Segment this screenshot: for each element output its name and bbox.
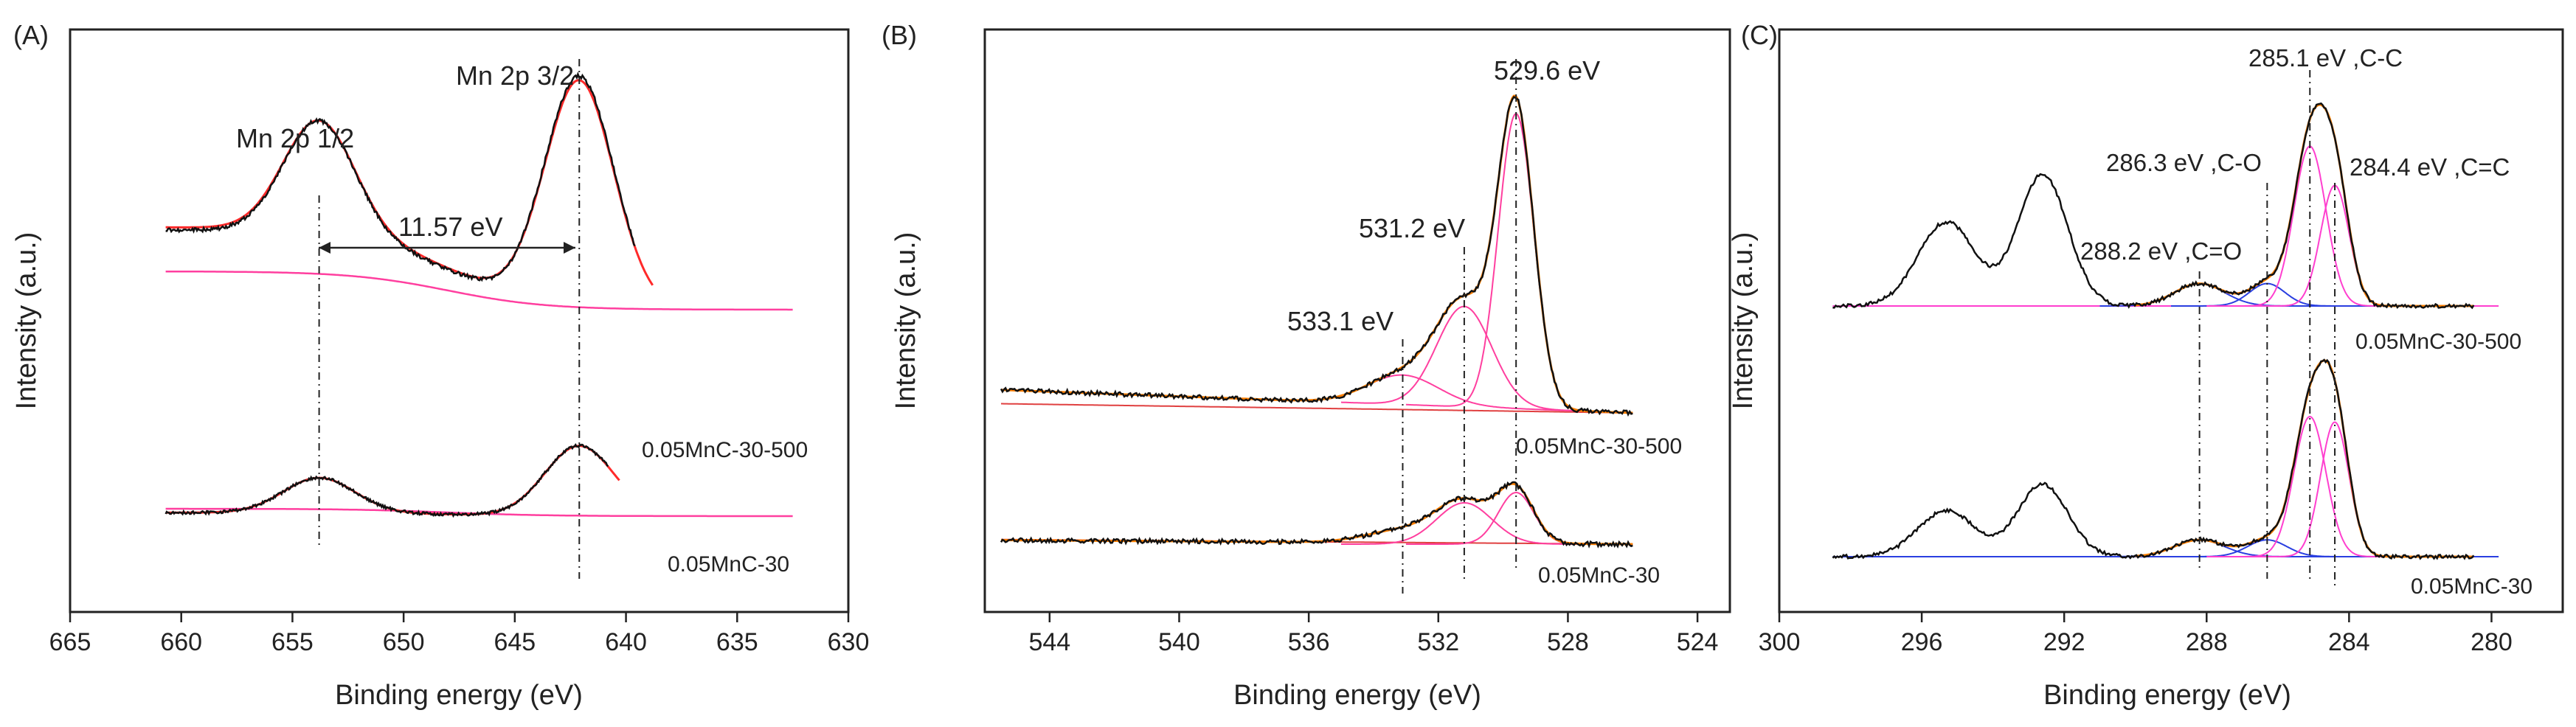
panel-c-curves [1832,102,2499,560]
panel-b-label: (B) [882,20,917,50]
panel-a-peak-lines [318,59,581,579]
background-curve [1001,403,1633,414]
x-tick-label: 544 [1028,628,1070,656]
panel-c-peak-label: 284.4 eV ,C=C [2350,153,2510,181]
panel-a-arrowhead-left [319,242,330,254]
panel-c-label: (C) [1741,20,1778,50]
raw-spectrum [1000,95,1633,417]
x-tick-label: 528 [1547,628,1589,656]
fit-curve [165,445,620,516]
x-tick-label: 665 [49,628,91,656]
panel-b-curves [1000,94,1633,549]
panel-b: (B) 544 540 536 532 528 524 Binding energy (e… [882,20,1731,711]
fit-curve [2135,103,2474,307]
panel-a-delta-annotation: 11.57 eV [319,212,575,254]
x-tick-label: 645 [494,628,536,656]
panel-c-plot-frame [1778,28,2564,613]
panel-b-peak-lines [1402,59,1517,594]
panel-a-delta-label: 11.57 eV [398,212,502,242]
component-curve [2171,282,2385,307]
x-tick-label: 630 [828,628,870,656]
component-curve [2206,415,2420,557]
panel-c-xlabel: Binding energy (eV) [2043,680,2291,711]
panel-a-peak-label: Mn 2p 1/2 [236,123,354,153]
panel-c-peak-label: 286.3 eV ,C-O [2106,149,2262,176]
x-tick-label: 650 [383,628,425,656]
panel-a-ylabel: Intensity (a.u.) [11,232,42,410]
panel-c-peak-lines [2198,70,2336,586]
panel-a-plot-frame [69,28,850,613]
x-tick-label: 280 [2471,628,2513,656]
raw-spectrum [1832,358,2475,560]
raw-spectrum [1832,102,2475,310]
component-curve [2242,421,2438,557]
panel-b-peak-label: 531.2 eV [1359,213,1465,243]
panel-c-x-ticks: 300 296 292 288 284 280 [1759,612,2513,656]
panel-a-curves [165,71,793,518]
panel-c-peak-label: 288.2 eV ,C=O [2080,237,2242,265]
x-tick-label: 296 [1901,628,1943,656]
panel-b-sample-label: 0.05MnC-30 [1538,563,1660,588]
raw-spectrum [1000,481,1633,549]
panel-a-sample-label: 0.05MnC-30-500 [642,438,808,462]
x-tick-label: 288 [2186,628,2228,656]
panel-b-plot-frame [983,28,1731,613]
x-tick-label: 292 [2043,628,2085,656]
x-tick-label: 655 [271,628,314,656]
panel-b-xlabel: Binding energy (eV) [1233,680,1481,711]
panel-a-arrowhead-right [564,242,575,254]
panel-a-x-ticks: 665 660 655 650 645 640 635 630 [49,612,870,656]
x-tick-label: 536 [1288,628,1330,656]
x-tick-label: 640 [605,628,647,656]
panel-a-label: (A) [13,20,49,50]
panel-b-peak-label: 529.6 eV [1494,55,1600,86]
panel-c-sample-label: 0.05MnC-30 [2411,574,2532,599]
panel-a-xlabel: Binding energy (eV) [335,680,583,711]
panel-b-peak-label: 533.1 eV [1287,306,1393,336]
x-tick-label: 524 [1677,628,1719,656]
fit-curve [1000,94,1633,414]
component-curve [1341,305,1617,414]
raw-spectrum [165,71,636,282]
x-tick-label: 532 [1417,628,1459,656]
panel-c: (C) 300 296 292 288 284 280 Binding energy (e… [1728,20,2564,711]
x-tick-label: 660 [160,628,202,656]
component-curve [1405,113,1617,414]
panel-c-ylabel: Intensity (a.u.) [1728,232,1759,410]
panel-c-peak-label: 285.1 eV ,C-C [2248,44,2403,72]
panel-b-ylabel: Intensity (a.u.) [890,232,921,410]
x-tick-label: 540 [1158,628,1200,656]
x-tick-label: 300 [1759,628,1801,656]
fit-curve [2135,359,2474,558]
component-curve [2171,539,2385,557]
fit-curve [1000,482,1633,546]
panel-a: (A) 665 660 655 650 645 640 635 630 Binding ene… [11,20,869,711]
x-tick-label: 284 [2328,628,2370,656]
panel-a-peak-label: Mn 2p 3/2 [456,60,574,91]
component-curve [2242,184,2438,307]
background-curve [165,270,793,311]
raw-spectrum [165,442,609,518]
component-curve [2099,539,2350,557]
panel-b-sample-label: 0.05MnC-30-500 [1516,434,1682,459]
x-tick-label: 635 [716,628,758,656]
panel-c-sample-label: 0.05MnC-30-500 [2355,330,2521,354]
panel-a-sample-label: 0.05MnC-30 [668,552,789,577]
panel-b-x-ticks: 544 540 536 532 528 524 [1028,612,1718,656]
